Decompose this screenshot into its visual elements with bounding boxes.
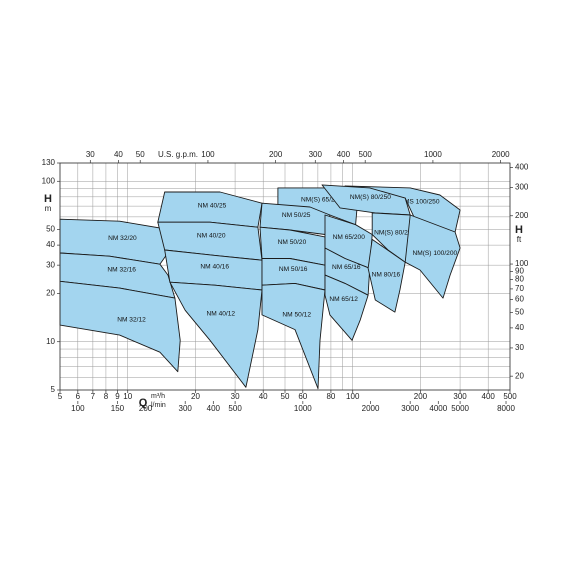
x2-tick-label: 400 (207, 404, 221, 413)
region-label: NM 40/20 (197, 232, 226, 239)
pump-region (324, 274, 369, 341)
regions: NM 32/20 NM 32/16 NM 32/12 NM(S) 65/250 NMS … (59, 184, 461, 390)
x-tick-label: 200 (414, 392, 428, 401)
region-label: NM 32/20 (108, 235, 137, 242)
region-label: NM(S) 65/250 (301, 197, 342, 204)
pump-region (59, 280, 181, 373)
region-label: NM(S) 100/200 (412, 250, 457, 257)
y-axis-unit: m (45, 204, 52, 213)
x3-tick-label: 1000 (424, 150, 442, 159)
region-label: NM 65/16 (332, 264, 361, 271)
x-tick-label: 100 (346, 392, 360, 401)
x2-axis-unit: l/min (151, 402, 166, 409)
y-tick-label: 100 (42, 176, 56, 185)
region-label: NM 40/25 (198, 203, 227, 210)
y2-tick-label: 70 (515, 284, 524, 293)
y-tick-label: 40 (46, 240, 55, 249)
x-tick-label: 8 (104, 392, 109, 401)
y-tick-label: 50 (46, 225, 55, 234)
x-tick-label: 10 (123, 392, 132, 401)
x3-tick-label: 30 (86, 150, 95, 159)
pump-region (344, 185, 461, 233)
x3-tick-label: 50 (136, 150, 145, 159)
x3-tick-label: 400 (337, 150, 351, 159)
x3-tick-label: 300 (309, 150, 323, 159)
x3-tick-label: 100 (201, 150, 215, 159)
region-label: NM 65/12 (329, 296, 358, 303)
region-label: NM 80/16 (372, 271, 401, 278)
y2-tick-label: 80 (515, 275, 524, 284)
y2-axis-label: H (515, 224, 523, 236)
x3-tick-label: 200 (269, 150, 283, 159)
region-label: NM 32/12 (117, 317, 146, 324)
x-tick-label: 20 (191, 392, 200, 401)
x-tick-label: 400 (482, 392, 496, 401)
x2-tick-label: 150 (111, 404, 125, 413)
y2-tick-label: 300 (515, 183, 529, 192)
y-tick-label: 30 (46, 260, 55, 269)
x-tick-label: 30 (231, 392, 240, 401)
x2-tick-label: 3000 (401, 404, 419, 413)
region-label: NM(S) 80/200 (374, 229, 415, 236)
y2-tick-label: 30 (515, 343, 524, 352)
y-tick-label: 5 (51, 385, 56, 394)
region-label: NM 50/20 (278, 239, 307, 246)
y-tick-label: 20 (46, 289, 55, 298)
pump-region (169, 281, 263, 388)
x2-tick-label: 8000 (497, 404, 515, 413)
region-label: NM 50/16 (279, 266, 308, 273)
x-tick-label: 500 (503, 392, 517, 401)
y2-tick-label: 50 (515, 307, 524, 316)
pump-region (261, 282, 326, 390)
y-tick-label: 10 (46, 337, 55, 346)
x-tick-label: 60 (298, 392, 307, 401)
x2-tick-label: 4000 (429, 404, 447, 413)
x2-tick-label: 300 (179, 404, 193, 413)
region-label: NM 50/12 (282, 312, 311, 319)
x2-tick-label: 500 (228, 404, 242, 413)
x2-tick-label: 100 (71, 404, 85, 413)
x-tick-label: 9 (115, 392, 120, 401)
region-label: NM(S) 80/250 (350, 194, 391, 201)
x-tick-label: 80 (326, 392, 335, 401)
y2-axis-unit: ft (517, 235, 522, 244)
x2-tick-label: 2000 (362, 404, 380, 413)
y2-tick-label: 90 (515, 266, 524, 275)
x3-tick-label: 500 (359, 150, 373, 159)
y-tick-label: 130 (42, 158, 56, 167)
y2-tick-label: 20 (515, 371, 524, 380)
y2-tick-label: 400 (515, 163, 529, 172)
x-tick-label: 7 (91, 392, 96, 401)
axes: 5 6 7 8 9 10 20 30 40 50 60 80 100 200 300 400 500510203… (42, 150, 529, 413)
region-label: NM 40/16 (200, 263, 229, 270)
x-tick-label: 6 (76, 392, 81, 401)
y-axis-label: H (44, 193, 52, 205)
x-tick-label: 50 (281, 392, 290, 401)
y2-tick-label: 60 (515, 295, 524, 304)
region-label: NM 65/200 (333, 234, 366, 241)
y2-tick-label: 200 (515, 211, 529, 220)
x-tick-label: 40 (259, 392, 268, 401)
region-label: NM 40/12 (207, 311, 236, 318)
x-tick-label: 300 (453, 392, 467, 401)
x3-tick-label: 2000 (492, 150, 510, 159)
y2-tick-label: 40 (515, 323, 524, 332)
x-tick-label: 5 (58, 392, 63, 401)
region-label: NM 50/25 (282, 212, 311, 219)
x2-tick-label: 200 (139, 404, 153, 413)
x2-tick-label: 5000 (451, 404, 469, 413)
pump-region (404, 214, 461, 299)
region-label: NM 32/16 (107, 266, 136, 273)
region-label: NMS 100/250 (399, 198, 440, 205)
x2-tick-label: 1000 (294, 404, 312, 413)
x-axis-label: Q (139, 397, 148, 409)
x-axis-unit: m³/h (151, 393, 165, 400)
x3-tick-label: 40 (114, 150, 123, 159)
y2-tick-label: 100 (515, 259, 529, 268)
x3-axis-label: U.S. g.p.m. (158, 150, 198, 159)
